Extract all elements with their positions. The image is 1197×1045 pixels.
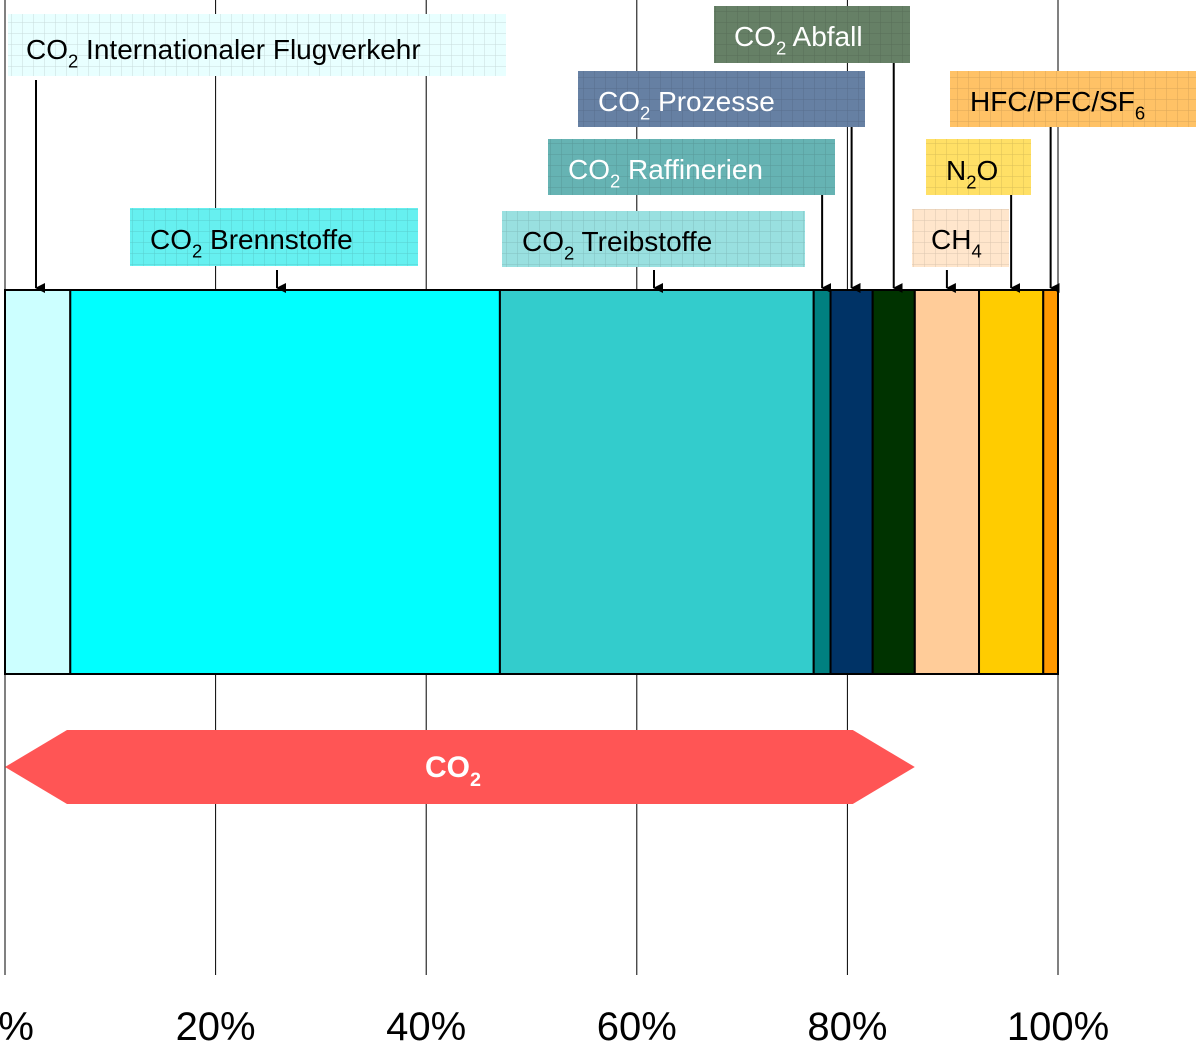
segment-label: CO2 Prozesse [598, 86, 775, 123]
segment-label: CO2 Treibstoffe [522, 226, 712, 263]
segment-label: CO2 Brennstoffe [150, 224, 353, 261]
segment-label: N2O [946, 155, 998, 192]
bar-segment [829, 289, 874, 675]
x-tick-label: 40% [386, 1005, 466, 1045]
bar-segment [498, 289, 815, 675]
x-tick-label: 20% [176, 1005, 256, 1045]
label-box-pattern [8, 14, 506, 76]
bar-segment [812, 289, 832, 675]
x-tick-label: 100% [1007, 1005, 1109, 1045]
bar-segment [871, 289, 916, 675]
bar-segment [978, 289, 1045, 675]
x-axis-ticks: 0% 20% 40% 60% 80% 100% [0, 1005, 1109, 1045]
segment-label: CO2 Abfall [734, 21, 863, 58]
segment-label: CO2 [425, 751, 481, 791]
x-tick-label: 60% [597, 1005, 677, 1045]
label-box-pattern [714, 6, 910, 63]
bar-segment [69, 289, 501, 675]
label-box-pattern [548, 139, 835, 195]
label-box-pattern [926, 139, 1031, 195]
bar-segment [4, 289, 72, 675]
x-tick-label: 0% [0, 1005, 34, 1045]
segment-label: CO2 Internationaler Flugverkehr [26, 34, 421, 71]
segment-label: CH4 [931, 224, 982, 261]
label-box-pattern [912, 209, 1009, 267]
segment-label: HFC/PFC/SF6 [970, 86, 1145, 123]
label-box-pattern [130, 208, 418, 266]
co2-band-arrow [5, 730, 915, 804]
co2-band: CO2 [5, 730, 915, 804]
segment-label: CO2 Raffinerien [568, 154, 763, 191]
label-box-pattern [502, 211, 805, 267]
x-tick-label: 80% [807, 1005, 887, 1045]
bar-segment [1042, 289, 1060, 675]
label-box-pattern [950, 71, 1196, 127]
stacked-bar [4, 289, 1060, 675]
segment-labels: CO2 Internationaler Flugverkehr CO2 Brenn… [8, 6, 1196, 293]
label-box-pattern [578, 71, 865, 127]
bar-segment [913, 289, 981, 675]
